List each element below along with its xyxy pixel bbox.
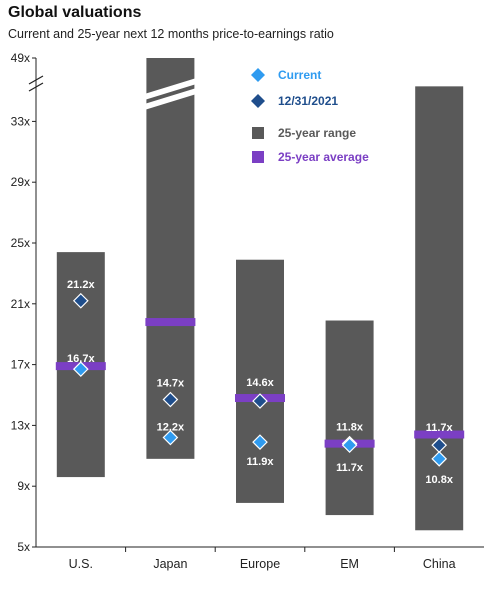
legend-range-swatch [252,127,264,139]
legend-current-swatch [251,68,265,82]
range-bar-europe [236,259,284,503]
chart-title: Global valuations [8,4,142,21]
dec2021-marker-u-s [72,292,89,309]
current-label-u-s: 16.7x [67,353,95,365]
bar-break-mark [144,78,197,100]
y-tick-label: 17x [11,358,30,372]
legend-current-label: Current [278,68,321,82]
dec2021-label-china: 11.7x [426,422,454,434]
x-tick-label-europe: Europe [240,557,280,571]
dec2021-label-u-s: 21.2x [67,279,95,291]
current-label-em: 11.7x [336,462,364,474]
x-tick-label-japan: Japan [153,557,187,571]
average-marker-china [414,430,465,439]
legend-average-swatch [252,151,264,163]
current-label-japan: 12.2x [157,422,185,434]
axis-break-mark [28,82,44,92]
current-marker-u-s [72,361,89,378]
current-marker-china [431,450,448,467]
dec2021-marker-europe [252,393,268,409]
current-label-china: 10.8x [425,474,453,486]
x-tick-label-em: EM [340,557,359,571]
range-bar-em [325,320,374,516]
average-marker-japan [145,318,196,327]
y-tick-label: 25x [11,236,30,250]
axis-break-mark [28,75,44,85]
current-marker-em [341,437,358,454]
dec2021-label-europe: 14.6x [246,377,274,389]
y-tick-label: 33x [11,114,30,128]
y-tick-label: 5x [17,540,30,554]
x-tick-label-china: China [423,557,456,571]
current-marker-japan [162,429,179,446]
legend-range-label: 25-year range [278,126,356,140]
dec2021-marker-japan [162,391,179,408]
y-tick-label: 21x [11,297,30,311]
y-tick-label: 13x [11,418,30,432]
dec2021-label-em: 11.8x [336,422,364,434]
y-tick-label: 9x [17,479,30,493]
legend-dec2021-label: 12/31/2021 [278,94,338,108]
y-tick-label: 29x [11,175,30,189]
legend-dec2021-swatch [251,94,265,108]
current-label-europe: 11.9x [247,456,275,468]
x-tick-label-u-s: U.S. [69,557,93,571]
bar-break-mark [144,88,197,110]
y-tick-label: 49x [11,51,30,65]
dec2021-label-japan: 14.7x [157,378,185,390]
current-marker-europe [252,434,268,450]
chart-subtitle: Current and 25-year next 12 months price… [8,27,334,41]
legend-average-label: 25-year average [278,150,369,164]
